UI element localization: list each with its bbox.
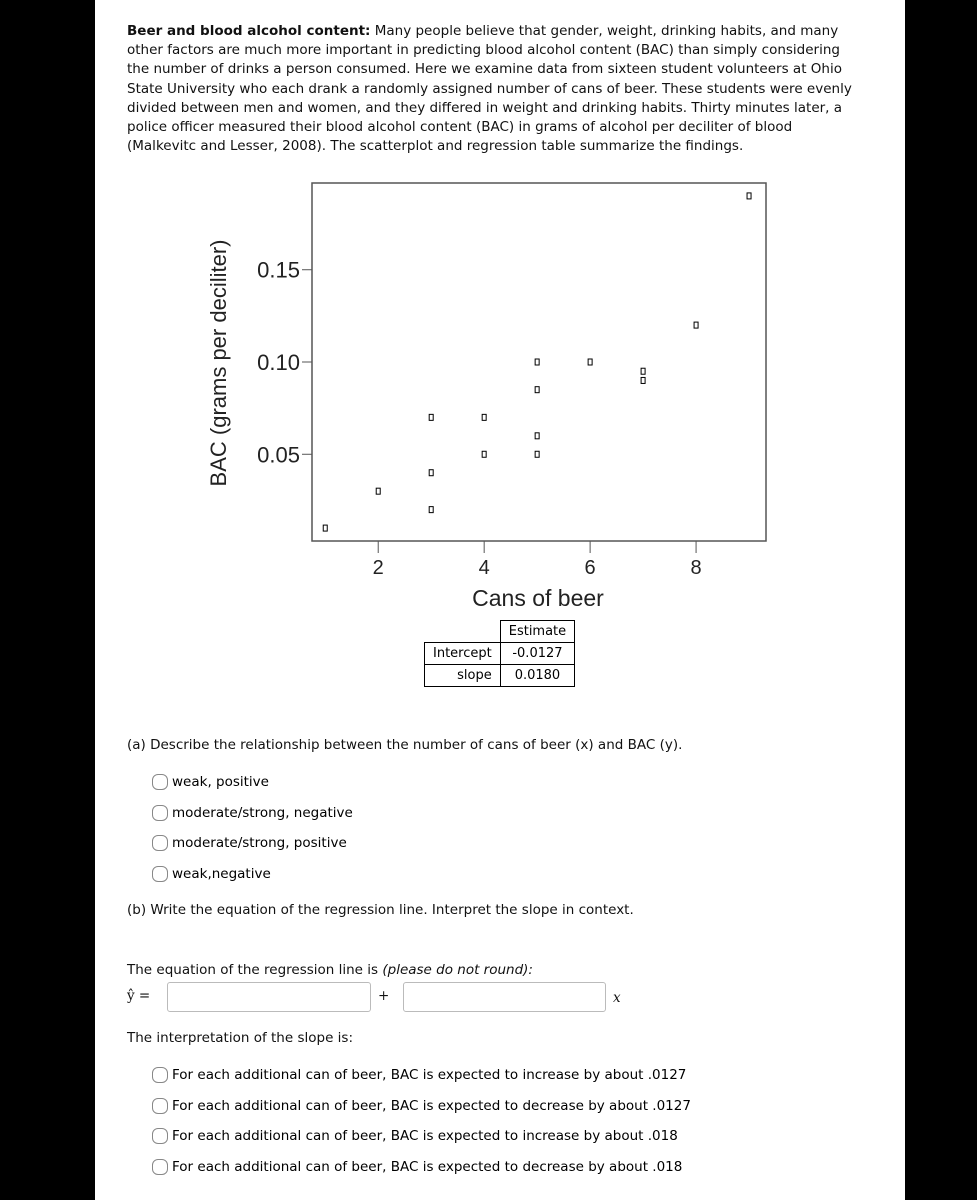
radio[interactable] (152, 1158, 168, 1175)
plus: + (378, 988, 390, 1004)
option[interactable]: For each additional can of beer, BAC is … (152, 1067, 686, 1083)
point (640, 367, 646, 375)
slope-input[interactable] (403, 982, 606, 1012)
table-corner (424, 620, 501, 643)
radio[interactable] (152, 835, 168, 851)
radio[interactable] (152, 1128, 168, 1144)
option-label: For each additional can of beer, BAC is … (172, 1128, 678, 1144)
intro: Beer and blood alcohol content: Many peo… (127, 22, 857, 156)
prompt-text: The equation of the regression line is (127, 962, 379, 978)
point (428, 469, 434, 477)
radio[interactable] (152, 774, 168, 790)
y-axis-label: BAC (grams per deciliter) (206, 240, 231, 487)
option-label: For each additional can of beer, BAC is … (172, 1158, 683, 1175)
intro-title: Beer and blood alcohol content: (127, 23, 371, 39)
point (534, 432, 540, 440)
y-hat: ŷ = (127, 988, 151, 1004)
x-tick-label: 6 (585, 557, 596, 579)
point (746, 192, 752, 200)
intercept-input[interactable] (167, 982, 371, 1012)
option-label: moderate/strong, negative (172, 804, 353, 821)
option[interactable]: For each additional can of beer, BAC is … (152, 1158, 683, 1175)
option[interactable]: For each additional can of beer, BAC is … (152, 1097, 691, 1114)
option[interactable]: weak, positive (152, 774, 269, 790)
prompt-note: (please do not round): (382, 962, 533, 978)
regression-table: Estimate Intercept -0.0127 slope 0.0180 (424, 620, 576, 687)
point (534, 386, 540, 394)
x-axis-label: Cans of beer (472, 585, 604, 611)
point (534, 358, 540, 366)
point (375, 487, 381, 495)
radio[interactable] (152, 804, 168, 821)
radio[interactable] (152, 1067, 168, 1083)
point (322, 524, 328, 532)
row-label: slope (424, 664, 501, 687)
option[interactable]: weak,negative (152, 865, 271, 882)
radio[interactable] (152, 1097, 168, 1114)
x-tick-label: 4 (479, 557, 490, 579)
equation-prompt: The equation of the regression line is (… (127, 962, 533, 978)
row-value: 0.0180 (499, 664, 576, 687)
point (693, 321, 699, 329)
point (534, 450, 540, 458)
x-symbol: x (613, 990, 621, 1006)
content: Beer and blood alcohol content: Many peo… (95, 0, 905, 1200)
scatter-chart: 0.05 0.10 0.15 2 4 6 8 Cans of beer BAC (grams p… (206, 182, 767, 611)
option-label: For each additional can of beer, BAC is … (172, 1097, 691, 1114)
option[interactable]: moderate/strong, negative (152, 804, 353, 821)
option-label: For each additional can of beer, BAC is … (172, 1067, 687, 1083)
intro-text: Many people believe that gender, weight,… (127, 23, 852, 155)
row-label: Intercept (424, 642, 501, 665)
question: (a) Describe the relationship between th… (127, 737, 683, 753)
x-tick-label: 2 (373, 557, 384, 579)
point (640, 376, 646, 384)
y-tick-label: 0.10 (257, 350, 300, 375)
point (481, 450, 487, 458)
y-tick-label: 0.15 (257, 258, 300, 283)
x-tick-label: 8 (691, 557, 702, 579)
option[interactable]: moderate/strong, positive (152, 835, 347, 851)
option[interactable]: For each additional can of beer, BAC is … (152, 1128, 678, 1144)
option-label: weak, positive (172, 774, 269, 790)
question: (b) Write the equation of the regression… (127, 902, 634, 918)
point (428, 413, 434, 421)
radio[interactable] (152, 865, 168, 882)
point (481, 413, 487, 421)
table-header: Estimate (499, 620, 576, 643)
point (587, 358, 593, 366)
y-tick-label: 0.05 (257, 442, 300, 467)
point (428, 506, 434, 514)
option-label: moderate/strong, positive (172, 835, 347, 851)
slope-prompt: The interpretation of the slope is: (127, 1030, 353, 1046)
option-label: weak,negative (172, 865, 271, 882)
row-value: -0.0127 (499, 642, 576, 665)
